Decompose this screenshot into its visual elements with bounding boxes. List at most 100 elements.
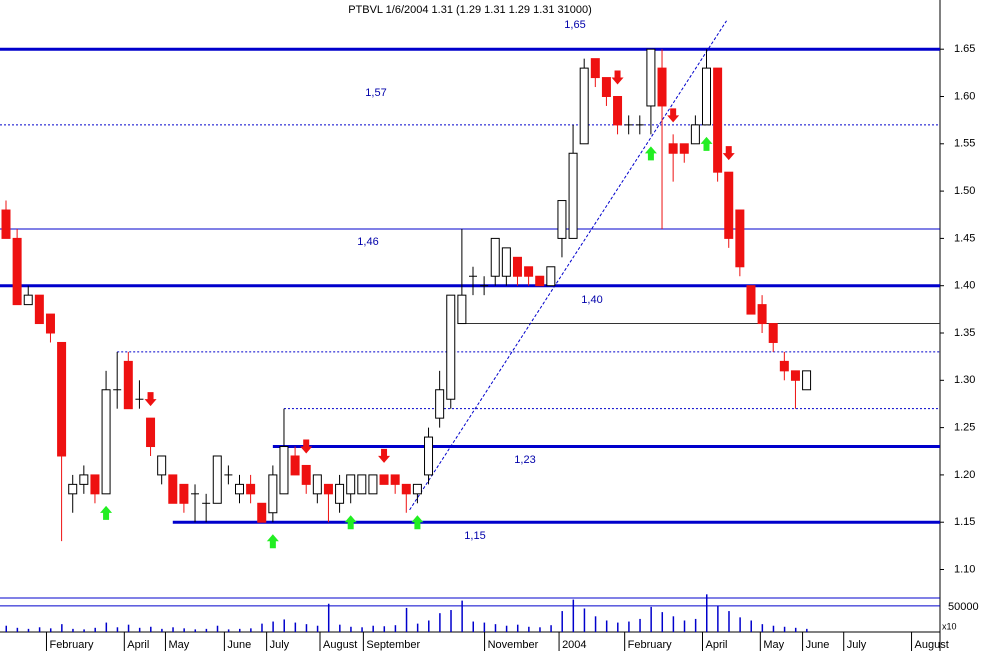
level-label: 1,23 (514, 454, 535, 466)
volume-bar (250, 628, 252, 632)
candle-body (212, 455, 222, 504)
candle-body (157, 455, 167, 476)
volume-bar (494, 624, 497, 632)
y-tick-label: 1.30 (954, 374, 975, 386)
volume-bar (806, 628, 808, 632)
volume-bar (572, 599, 575, 632)
x-tick-label: June (227, 639, 251, 651)
candle-body (790, 370, 800, 381)
volume-bar (161, 628, 163, 632)
candle-body (246, 483, 256, 495)
buy-arrow (266, 534, 279, 549)
x-tick-label: August (915, 639, 949, 651)
candle-body (346, 474, 356, 495)
candle-body (390, 474, 400, 485)
volume-bar (383, 626, 386, 632)
y-tick-label: 1.55 (954, 138, 975, 150)
volume-bar (116, 627, 119, 632)
sell-arrow (611, 70, 624, 85)
candle-body (412, 483, 422, 495)
level-label: 1,15 (464, 530, 485, 542)
candle-body (34, 294, 44, 325)
volume-bar (650, 606, 652, 632)
volume-bar (405, 607, 408, 632)
volume-bar (717, 605, 719, 632)
candle-body (757, 304, 767, 325)
y-tick-label: 1.20 (954, 469, 975, 481)
volume-bar (227, 629, 230, 632)
volume-bar (683, 620, 686, 632)
y-tick-label: 1.25 (954, 422, 975, 434)
candle-body (646, 48, 656, 107)
volume-bar (38, 627, 41, 632)
level-label: 1,40 (581, 294, 602, 306)
volume-bar (361, 627, 363, 632)
candle-body (668, 143, 678, 154)
candle-body (768, 323, 778, 343)
candle-body (802, 370, 812, 391)
chart-title: PTBVL 1/6/2004 1.31 (1.29 1.31 1.29 1.31… (348, 4, 592, 16)
candle-body (168, 474, 178, 504)
candle-body (579, 67, 589, 145)
candle-body (457, 294, 467, 325)
candle-body (524, 266, 534, 277)
y-tick-label: 1.60 (954, 90, 975, 102)
y-tick-label: 1.15 (954, 516, 975, 528)
volume-bar (772, 625, 775, 632)
sell-arrow (378, 448, 391, 463)
volume-bar (216, 625, 219, 632)
volume-bar (605, 620, 608, 632)
candle-body (613, 95, 623, 126)
volume-bar (261, 623, 263, 632)
volume-bar (539, 627, 541, 632)
candle-body (57, 341, 67, 457)
volume-bar (283, 619, 285, 632)
volume-bar (661, 612, 664, 632)
y-tick-label: 1.40 (954, 280, 975, 292)
level-label: 1,65 (564, 19, 585, 31)
volume-bar (350, 626, 352, 632)
x-tick-label: 2004 (562, 639, 586, 651)
volume-bar (61, 624, 63, 632)
volume-bar (16, 627, 19, 632)
x-tick-label: May (763, 639, 784, 651)
candle-body (546, 266, 556, 287)
volume-bar (83, 629, 85, 632)
x-tick-label: August (323, 639, 357, 651)
candle-body (235, 483, 244, 495)
candle-body (512, 256, 522, 277)
volume-bar (394, 625, 397, 632)
candle-body (724, 171, 734, 239)
volume-bar (761, 624, 764, 632)
candle-body (435, 389, 445, 419)
volume-bar (294, 622, 297, 632)
volume-bar (739, 617, 741, 632)
volume-bar (94, 627, 96, 632)
y-tick-label: 1.10 (954, 563, 975, 575)
trend-line (409, 20, 727, 511)
candle-body (690, 124, 700, 145)
candle-body (357, 474, 367, 495)
sell-arrow (667, 108, 680, 123)
candle-body (101, 389, 111, 495)
y-tick-label: 1.45 (954, 232, 975, 244)
volume-bar (794, 627, 797, 632)
y-tick-label: 1.35 (954, 327, 975, 339)
volume-bar (706, 594, 708, 632)
volume-bar (416, 623, 419, 632)
level-label: 1,57 (365, 87, 386, 99)
volume-tick-label: 50000 (948, 601, 979, 613)
volume-bar (639, 618, 641, 632)
x-tick-label: November (488, 639, 539, 651)
x-tick-label: February (49, 639, 94, 651)
candle-body (746, 285, 756, 315)
candle-body (45, 313, 55, 334)
candle-body (590, 58, 600, 79)
volume-bar (628, 621, 630, 632)
candle-body (424, 436, 434, 476)
volume-bar (305, 624, 308, 632)
candle-body (12, 237, 22, 306)
candle-body (146, 417, 156, 448)
